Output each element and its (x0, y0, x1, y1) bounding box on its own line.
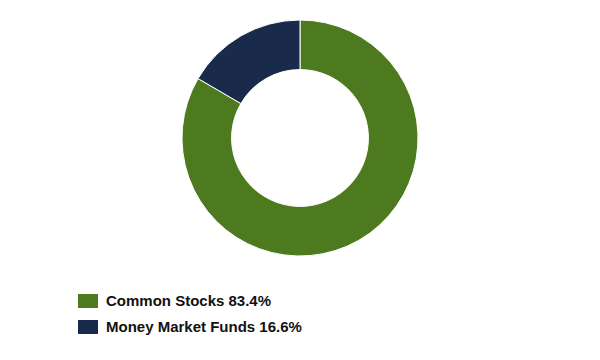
pie-slice (182, 20, 418, 256)
chart-container: Common Stocks 83.4% Money Market Funds 16… (0, 0, 600, 360)
chart-svg: Common Stocks 83.4% Money Market Funds 16… (0, 0, 600, 360)
legend-item: Common Stocks 83.4% (78, 292, 271, 309)
pie-group (182, 20, 418, 256)
legend-swatch (78, 320, 98, 334)
pie-slice (198, 20, 300, 104)
legend-label: Money Market Funds 16.6% (106, 318, 302, 335)
legend-item: Money Market Funds 16.6% (78, 318, 302, 335)
legend-label: Common Stocks 83.4% (106, 292, 271, 309)
legend-swatch (78, 294, 98, 308)
legend: Common Stocks 83.4% Money Market Funds 16… (78, 292, 302, 335)
